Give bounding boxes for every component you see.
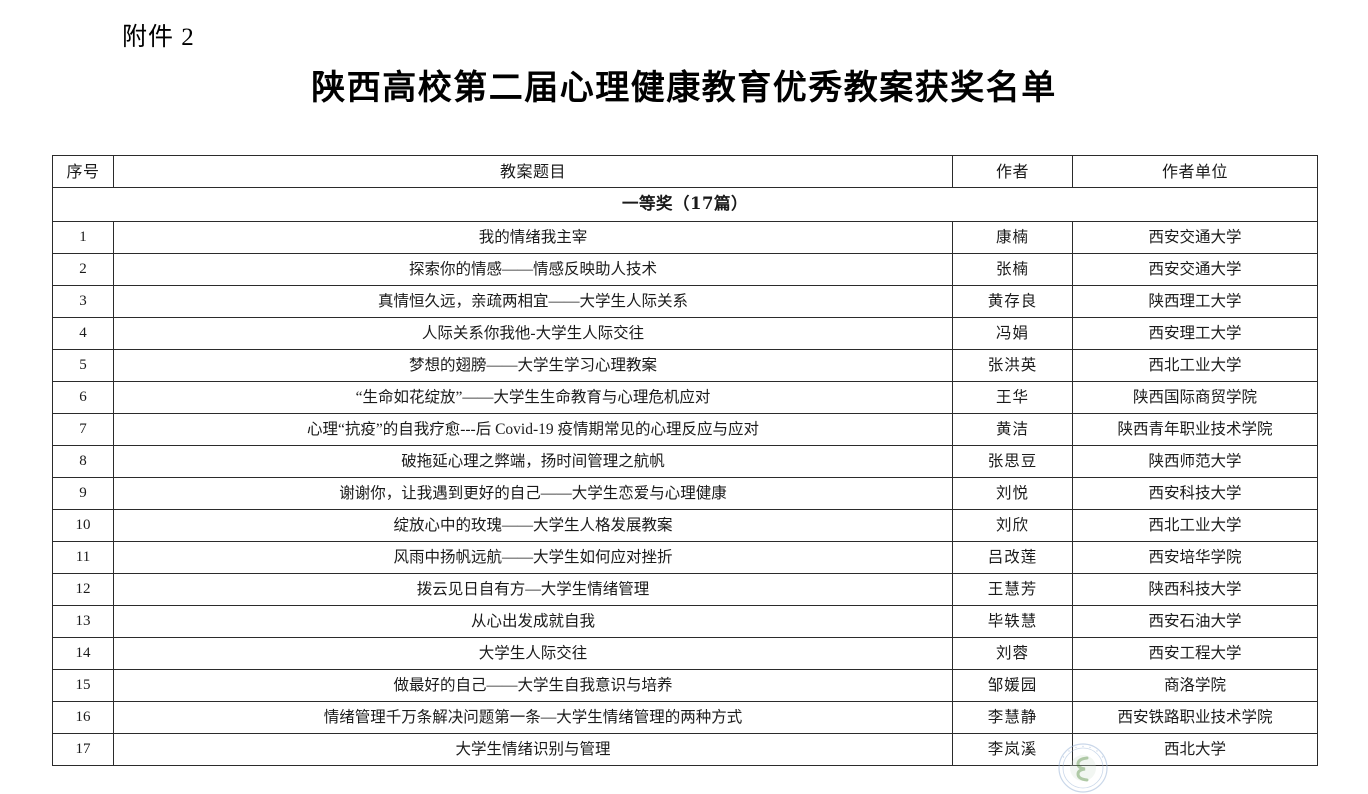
cell-index: 2 xyxy=(52,253,114,286)
cell-title: 我的情绪我主宰 xyxy=(113,221,953,254)
table-row: 7 心理“抗疫”的自我疗愈---后 Covid-19 疫情期常见的心理反应与应对… xyxy=(52,413,1318,446)
cell-author: 冯娟 xyxy=(952,317,1073,350)
table-header: 序号 教案题目 作者 作者单位 xyxy=(52,155,1318,188)
table-row: 6 “生命如花绽放”——大学生生命教育与心理危机应对 王华 陕西国际商贸学院 xyxy=(52,381,1318,414)
cell-title: 心理“抗疫”的自我疗愈---后 Covid-19 疫情期常见的心理反应与应对 xyxy=(113,413,953,446)
cell-index: 6 xyxy=(52,381,114,414)
cell-author: 邹媛园 xyxy=(952,669,1073,702)
cell-unit: 陕西国际商贸学院 xyxy=(1072,381,1318,414)
table-row: 10 绽放心中的玫瑰——大学生人格发展教案 刘欣 西北工业大学 xyxy=(52,509,1318,542)
cell-index: 3 xyxy=(52,285,114,318)
table-row: 13 从心出发成就自我 毕轶慧 西安石油大学 xyxy=(52,605,1318,638)
table-row: 14 大学生人际交往 刘蓉 西安工程大学 xyxy=(52,637,1318,670)
table-header-row: 序号 教案题目 作者 作者单位 xyxy=(52,155,1318,188)
column-header-unit: 作者单位 xyxy=(1072,155,1318,188)
cell-index: 9 xyxy=(52,477,114,510)
cell-unit: 西安交通大学 xyxy=(1072,253,1318,286)
cell-title: 梦想的翅膀——大学生学习心理教案 xyxy=(113,349,953,382)
cell-index: 17 xyxy=(52,733,114,766)
cell-index: 13 xyxy=(52,605,114,638)
cell-index: 4 xyxy=(52,317,114,350)
cell-title: 人际关系你我他-大学生人际交往 xyxy=(113,317,953,350)
cell-title: 从心出发成就自我 xyxy=(113,605,953,638)
cell-unit: 西安交通大学 xyxy=(1072,221,1318,254)
cell-author: 张洪英 xyxy=(952,349,1073,382)
table-row: 4 人际关系你我他-大学生人际交往 冯娟 西安理工大学 xyxy=(52,317,1318,350)
page-title: 陕西高校第二届心理健康教育优秀教案获奖名单 xyxy=(311,68,1057,108)
table-row: 12 拨云见日自有方—大学生情绪管理 王慧芳 陕西科技大学 xyxy=(52,573,1318,606)
cell-unit: 陕西科技大学 xyxy=(1072,573,1318,606)
cell-unit: 西安理工大学 xyxy=(1072,317,1318,350)
cell-author: 刘蓉 xyxy=(952,637,1073,670)
cell-title: 谢谢你，让我遇到更好的自己——大学生恋爱与心理健康 xyxy=(113,477,953,510)
cell-index: 1 xyxy=(52,221,114,254)
cell-unit: 商洛学院 xyxy=(1072,669,1318,702)
table-row: 3 真情恒久远，亲疏两相宜——大学生人际关系 黄存良 陕西理工大学 xyxy=(52,285,1318,318)
cell-author: 黄存良 xyxy=(952,285,1073,318)
cell-unit: 西安铁路职业技术学院 xyxy=(1072,701,1318,734)
table-row: 8 破拖延心理之弊端，扬时间管理之航帆 张思豆 陕西师范大学 xyxy=(52,445,1318,478)
table-row: 16 情绪管理千万条解决问题第一条—大学生情绪管理的两种方式 李慧静 西安铁路职… xyxy=(52,701,1318,734)
cell-author: 王慧芳 xyxy=(952,573,1073,606)
section-label: 一等奖（17篇） xyxy=(52,187,1318,222)
cell-unit: 西北工业大学 xyxy=(1072,509,1318,542)
cell-title: “生命如花绽放”——大学生生命教育与心理危机应对 xyxy=(113,381,953,414)
cell-author: 李慧静 xyxy=(952,701,1073,734)
table-row: 17 大学生情绪识别与管理 李岚溪 西北大学 xyxy=(52,733,1318,766)
award-list-table: 序号 教案题目 作者 作者单位 一等奖（17篇） 1 我的情绪我主宰 康楠 西安… xyxy=(52,155,1318,766)
cell-unit: 西安石油大学 xyxy=(1072,605,1318,638)
column-header-author: 作者 xyxy=(952,155,1073,188)
cell-author: 张楠 xyxy=(952,253,1073,286)
table-row: 1 我的情绪我主宰 康楠 西安交通大学 xyxy=(52,221,1318,254)
cell-unit: 西安科技大学 xyxy=(1072,477,1318,510)
cell-title: 破拖延心理之弊端，扬时间管理之航帆 xyxy=(113,445,953,478)
cell-unit: 陕西理工大学 xyxy=(1072,285,1318,318)
cell-title: 大学生情绪识别与管理 xyxy=(113,733,953,766)
table-row: 9 谢谢你，让我遇到更好的自己——大学生恋爱与心理健康 刘悦 西安科技大学 xyxy=(52,477,1318,510)
cell-author: 李岚溪 xyxy=(952,733,1073,766)
cell-title: 大学生人际交往 xyxy=(113,637,953,670)
table-row: 2 探索你的情感——情感反映助人技术 张楠 西安交通大学 xyxy=(52,253,1318,286)
cell-index: 15 xyxy=(52,669,114,702)
section-header-row: 一等奖（17篇） xyxy=(52,187,1318,222)
table-body: 一等奖（17篇） 1 我的情绪我主宰 康楠 西安交通大学 2 探索你的情感——情… xyxy=(52,187,1318,766)
cell-title: 真情恒久远，亲疏两相宜——大学生人际关系 xyxy=(113,285,953,318)
cell-unit: 西安工程大学 xyxy=(1072,637,1318,670)
cell-author: 毕轶慧 xyxy=(952,605,1073,638)
table-row: 11 风雨中扬帆远航——大学生如何应对挫折 吕改莲 西安培华学院 xyxy=(52,541,1318,574)
cell-title: 探索你的情感——情感反映助人技术 xyxy=(113,253,953,286)
cell-author: 黄洁 xyxy=(952,413,1073,446)
cell-title: 绽放心中的玫瑰——大学生人格发展教案 xyxy=(113,509,953,542)
cell-index: 10 xyxy=(52,509,114,542)
cell-title: 做最好的自己——大学生自我意识与培养 xyxy=(113,669,953,702)
cell-index: 11 xyxy=(52,541,114,574)
attachment-label: 附件 2 xyxy=(122,24,195,51)
table-row: 15 做最好的自己——大学生自我意识与培养 邹媛园 商洛学院 xyxy=(52,669,1318,702)
cell-index: 5 xyxy=(52,349,114,382)
award-table-container: 序号 教案题目 作者 作者单位 一等奖（17篇） 1 我的情绪我主宰 康楠 西安… xyxy=(52,155,1318,766)
cell-unit: 陕西师范大学 xyxy=(1072,445,1318,478)
cell-author: 吕改莲 xyxy=(952,541,1073,574)
cell-unit: 西安培华学院 xyxy=(1072,541,1318,574)
cell-index: 16 xyxy=(52,701,114,734)
cell-author: 康楠 xyxy=(952,221,1073,254)
cell-index: 12 xyxy=(52,573,114,606)
cell-index: 14 xyxy=(52,637,114,670)
cell-title: 情绪管理千万条解决问题第一条—大学生情绪管理的两种方式 xyxy=(113,701,953,734)
cell-index: 8 xyxy=(52,445,114,478)
cell-title: 拨云见日自有方—大学生情绪管理 xyxy=(113,573,953,606)
cell-title: 风雨中扬帆远航——大学生如何应对挫折 xyxy=(113,541,953,574)
cell-index: 7 xyxy=(52,413,114,446)
column-header-title: 教案题目 xyxy=(113,155,953,188)
cell-unit: 陕西青年职业技术学院 xyxy=(1072,413,1318,446)
table-row: 5 梦想的翅膀——大学生学习心理教案 张洪英 西北工业大学 xyxy=(52,349,1318,382)
cell-author: 刘悦 xyxy=(952,477,1073,510)
cell-author: 张思豆 xyxy=(952,445,1073,478)
cell-author: 王华 xyxy=(952,381,1073,414)
column-header-index: 序号 xyxy=(52,155,114,188)
cell-unit: 西北大学 xyxy=(1072,733,1318,766)
cell-author: 刘欣 xyxy=(952,509,1073,542)
cell-unit: 西北工业大学 xyxy=(1072,349,1318,382)
